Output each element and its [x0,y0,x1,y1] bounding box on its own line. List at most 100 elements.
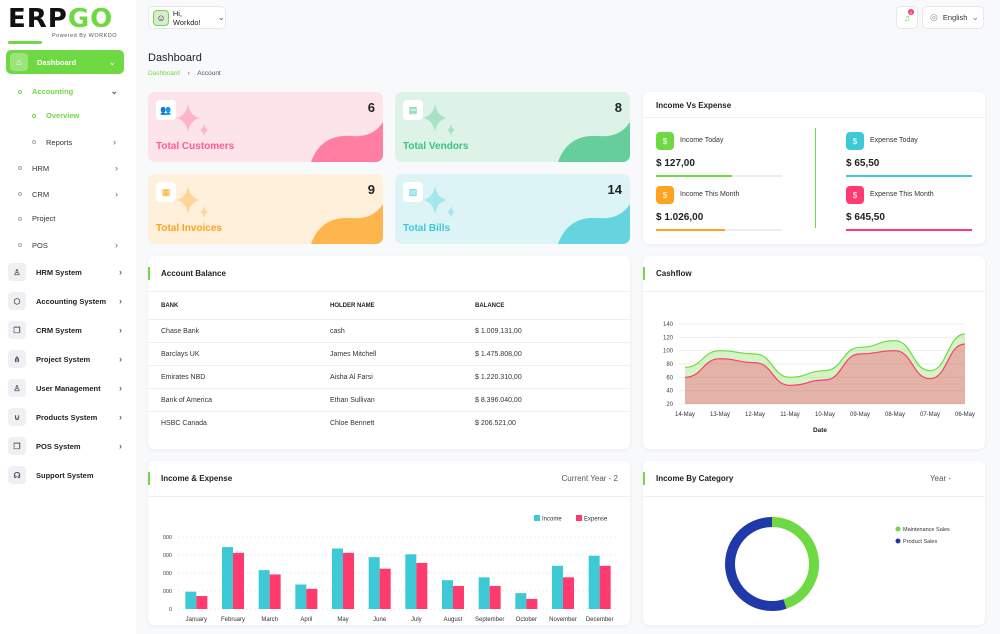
bullet-icon [18,243,22,247]
avatar: ☺ [153,9,169,26]
sidebar-item-dashboard[interactable]: ⌂ Dashboard ⌄ [6,50,124,74]
stat-value: 6 [367,100,375,115]
logo-text-a: ERP [8,4,68,34]
bar [552,565,563,609]
y-tick-label: 000 [163,589,172,595]
cell-balance: $ 206.521,00 [475,420,516,427]
x-tick-label: 07-May [920,412,940,418]
cashflow-card: Cashflow 20 40 60 80 100 120 140 14-May 13-May 12… [643,256,985,449]
sidebar-item-reports[interactable]: Reports › [32,137,116,147]
breadcrumb-account: Account [197,70,221,77]
users-icon: ♙ [8,379,26,397]
logo-text-b: GO [67,4,114,34]
table-row[interactable]: Chase Bank cash $ 1.009.131,00 [148,319,630,342]
card-header: Income Vs Expense [643,92,985,118]
stat-wave [311,122,383,162]
sidebar-item-pos-system[interactable]: ❐ POS System › [8,437,122,455]
stat-card-vendors[interactable]: ▤ 8 Total Vendors [395,92,630,162]
notification-badge: 0 [908,9,914,15]
account-balance-card: Account Balance BANK HOLDER NAME BALANCE… [148,256,630,449]
user-menu-button[interactable]: ☺ Hi, Workdo! ⌄ [148,6,226,29]
vendors-icon: ▤ [403,100,423,120]
metric-value: $ 65,50 [846,158,880,169]
chevron-down-icon: ⌄ [110,86,118,96]
breadcrumb-dashboard[interactable]: Dashboard [148,70,180,77]
y-tick-label: 000 [163,553,172,559]
bar [526,598,538,609]
table-row[interactable]: HSBC Canada Chloe Bennett $ 206.521,00 [148,411,630,434]
sidebar-item-pos[interactable]: POS › [18,240,118,250]
metric-progress-fill [656,229,726,231]
table-row[interactable]: Emirates NBD Aisha Al Farsi $ 1.220.310,00 [148,365,630,388]
notification-button[interactable]: ♫ 0 [896,6,918,29]
stat-value: 14 [607,182,622,197]
card-title: Income Vs Expense [656,101,732,110]
legend-swatch [534,515,540,521]
globe-icon: ◎ [930,12,938,22]
bar [453,585,464,609]
x-axis-label: Date [813,427,827,434]
stat-label: Total Bills [403,223,451,234]
sidebar-item-crm[interactable]: CRM › [18,189,118,199]
divider [815,128,816,228]
erpgo-logo[interactable]: ERPGO Powered By WORKDO [8,6,128,44]
metric-progress-fill [846,229,972,231]
sidebar-item-project[interactable]: Project [18,214,118,223]
user-icon: ♙ [8,263,26,281]
year-filter[interactable]: Year - [929,474,951,483]
sidebar-item-accounting[interactable]: Accounting ⌄ [18,86,118,97]
stat-card-bills[interactable]: ▧ 14 Total Bills [395,174,630,244]
x-tick-label: October [516,617,537,623]
sidebar-item-project-system[interactable]: ⋔ Project System › [8,350,122,368]
sidebar-item-hrm-system[interactable]: ♙ HRM System › [8,263,122,281]
bar [599,565,611,609]
stat-card-customers[interactable]: 👥 6 Total Customers [148,92,383,162]
x-tick-label: April [300,617,312,623]
sidebar-item-crm-system[interactable]: ❐ CRM System › [8,321,122,339]
sidebar-item-support-system[interactable]: ☊ Support System [8,466,122,484]
series-area [685,334,965,404]
legend-label: Maintenance Sales [903,527,950,533]
bar [269,574,281,609]
bell-icon: ♫ [903,12,911,23]
bar [379,568,391,609]
y-tick-label: 000 [163,571,172,577]
stat-card-invoices[interactable]: ▦ 9 Total Invoices [148,174,383,244]
language-selector[interactable]: ◎ English ⌄ [922,6,984,29]
metric-label: Income This Month [680,191,740,198]
x-tick-label: 09-May [850,412,870,418]
card-title: Income & Expense [161,474,233,483]
bar [478,577,490,609]
bar [332,548,343,609]
sidebar-item-products-system[interactable]: ⊍ Products System › [8,408,122,426]
stat-value: 8 [614,100,622,115]
bar [442,580,453,609]
sidebar-item-accounting-system[interactable]: ⬡ Accounting System › [8,292,122,310]
bullet-icon [32,140,36,144]
sparkle-icon [423,104,455,136]
breadcrumb: Dashboard › Account [148,70,221,77]
bar [343,552,354,609]
layers-icon: ❐ [8,321,26,339]
sidebar-item-user-management[interactable]: ♙ User Management › [8,379,122,397]
sidebar-item-hrm[interactable]: HRM › [18,163,118,173]
legend-label: Expense [584,517,608,523]
year-filter[interactable]: Current Year - 2 [561,474,618,483]
series-line [684,343,966,386]
chevron-right-icon: › [115,240,118,250]
y-tick-label: 000 [163,535,172,541]
x-tick-label: January [186,617,207,623]
bar [515,593,527,609]
accent-bar [643,267,645,280]
card-title: Account Balance [161,269,226,278]
expense-icon: $ [846,186,864,204]
table-row[interactable]: Barclays UK James Mitchell $ 1.475.808,00 [148,342,630,365]
sidebar-item-overview[interactable]: Overview [32,111,118,120]
table-row[interactable]: Bank of America Ethan Sullivan $ 8.396.040… [148,388,630,411]
metric-progress-fill [846,175,972,177]
metric-label: Expense This Month [870,191,934,198]
powered-by: Powered By WORKDO [52,33,118,39]
x-tick-label: 10-May [815,412,835,418]
accent-bar [148,267,150,280]
metric-label: Income Today [680,137,724,144]
